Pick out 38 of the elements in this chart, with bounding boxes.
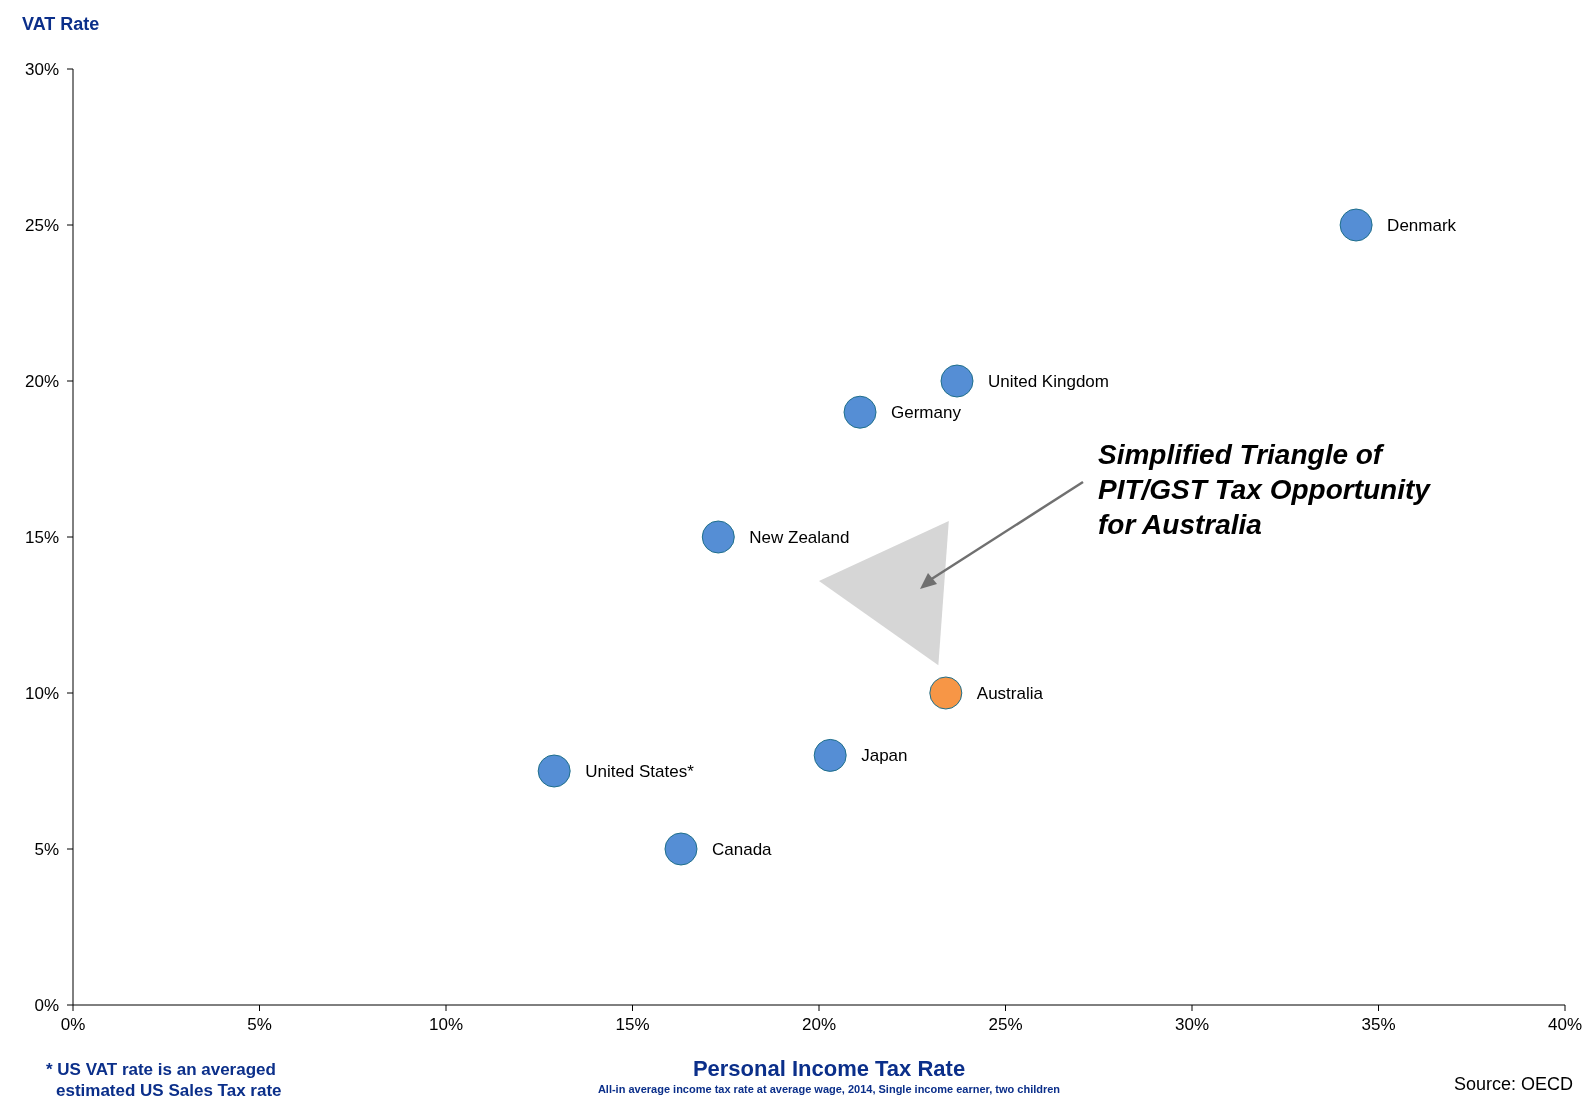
x-axis-title: Personal Income Tax Rate [692, 1056, 966, 1081]
point [929, 676, 963, 710]
series-label: Japan [861, 746, 908, 766]
y-tick-label: 0% [34, 995, 59, 1015]
x-tick-label: 30% [1174, 1015, 1210, 1034]
point [701, 520, 735, 554]
y-tick-label: 30% [24, 59, 59, 79]
series-label: Germany [891, 403, 962, 423]
x-tick-label: 40% [1547, 1015, 1583, 1034]
x-tick-label: 35% [1361, 1015, 1396, 1034]
series-label: United States* [585, 761, 695, 781]
x-tick-label: 0% [60, 1015, 86, 1034]
point [1339, 208, 1373, 242]
series-label: United Kingdom [988, 371, 1109, 391]
source-note: Source: OECD [1453, 1074, 1573, 1094]
series-label: New Zealand [749, 527, 850, 547]
y-axis-title: VAT Rate [22, 14, 100, 34]
series-label: Canada [711, 839, 773, 859]
x-tick-label: 25% [988, 1015, 1023, 1034]
x-tick-label: 10% [428, 1015, 464, 1034]
y-tick-label: 25% [24, 215, 59, 235]
point [664, 832, 698, 866]
point [813, 738, 847, 772]
text: All-in average income tax rate at average wage, 2014, Single income earner, two children [597, 1083, 1061, 1095]
series-label: Australia [976, 683, 1044, 703]
y-tick-label: 20% [24, 371, 59, 391]
y-tick-label: 15% [24, 527, 59, 547]
y-tick-label: 5% [34, 839, 59, 859]
point [940, 364, 974, 398]
text: * US VAT rate is an averaged estimated US Sales Tax rate [46, 1060, 282, 1100]
series-label: Denmark [1387, 215, 1457, 235]
point [537, 754, 571, 788]
x-tick-label: 15% [615, 1015, 650, 1034]
annotation: Simplified Triangle of PIT/GST Tax Opportunity for Australia [1098, 439, 1432, 540]
x-tick-label: 5% [247, 1015, 272, 1034]
y-tick-label: 10% [24, 683, 59, 703]
x-tick-label: 20% [801, 1015, 837, 1034]
point [843, 395, 877, 429]
